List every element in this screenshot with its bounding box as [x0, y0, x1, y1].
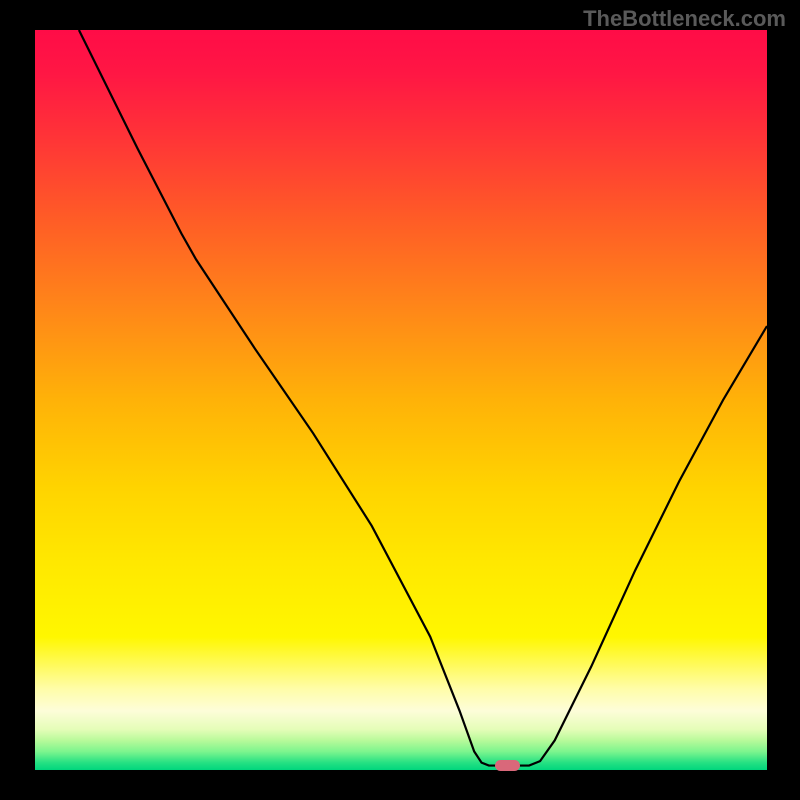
plot-area [35, 30, 767, 770]
bottleneck-curve [35, 30, 767, 770]
chart-container: TheBottleneck.com [0, 0, 800, 800]
watermark-text: TheBottleneck.com [583, 6, 786, 32]
optimal-point-marker [495, 760, 520, 772]
